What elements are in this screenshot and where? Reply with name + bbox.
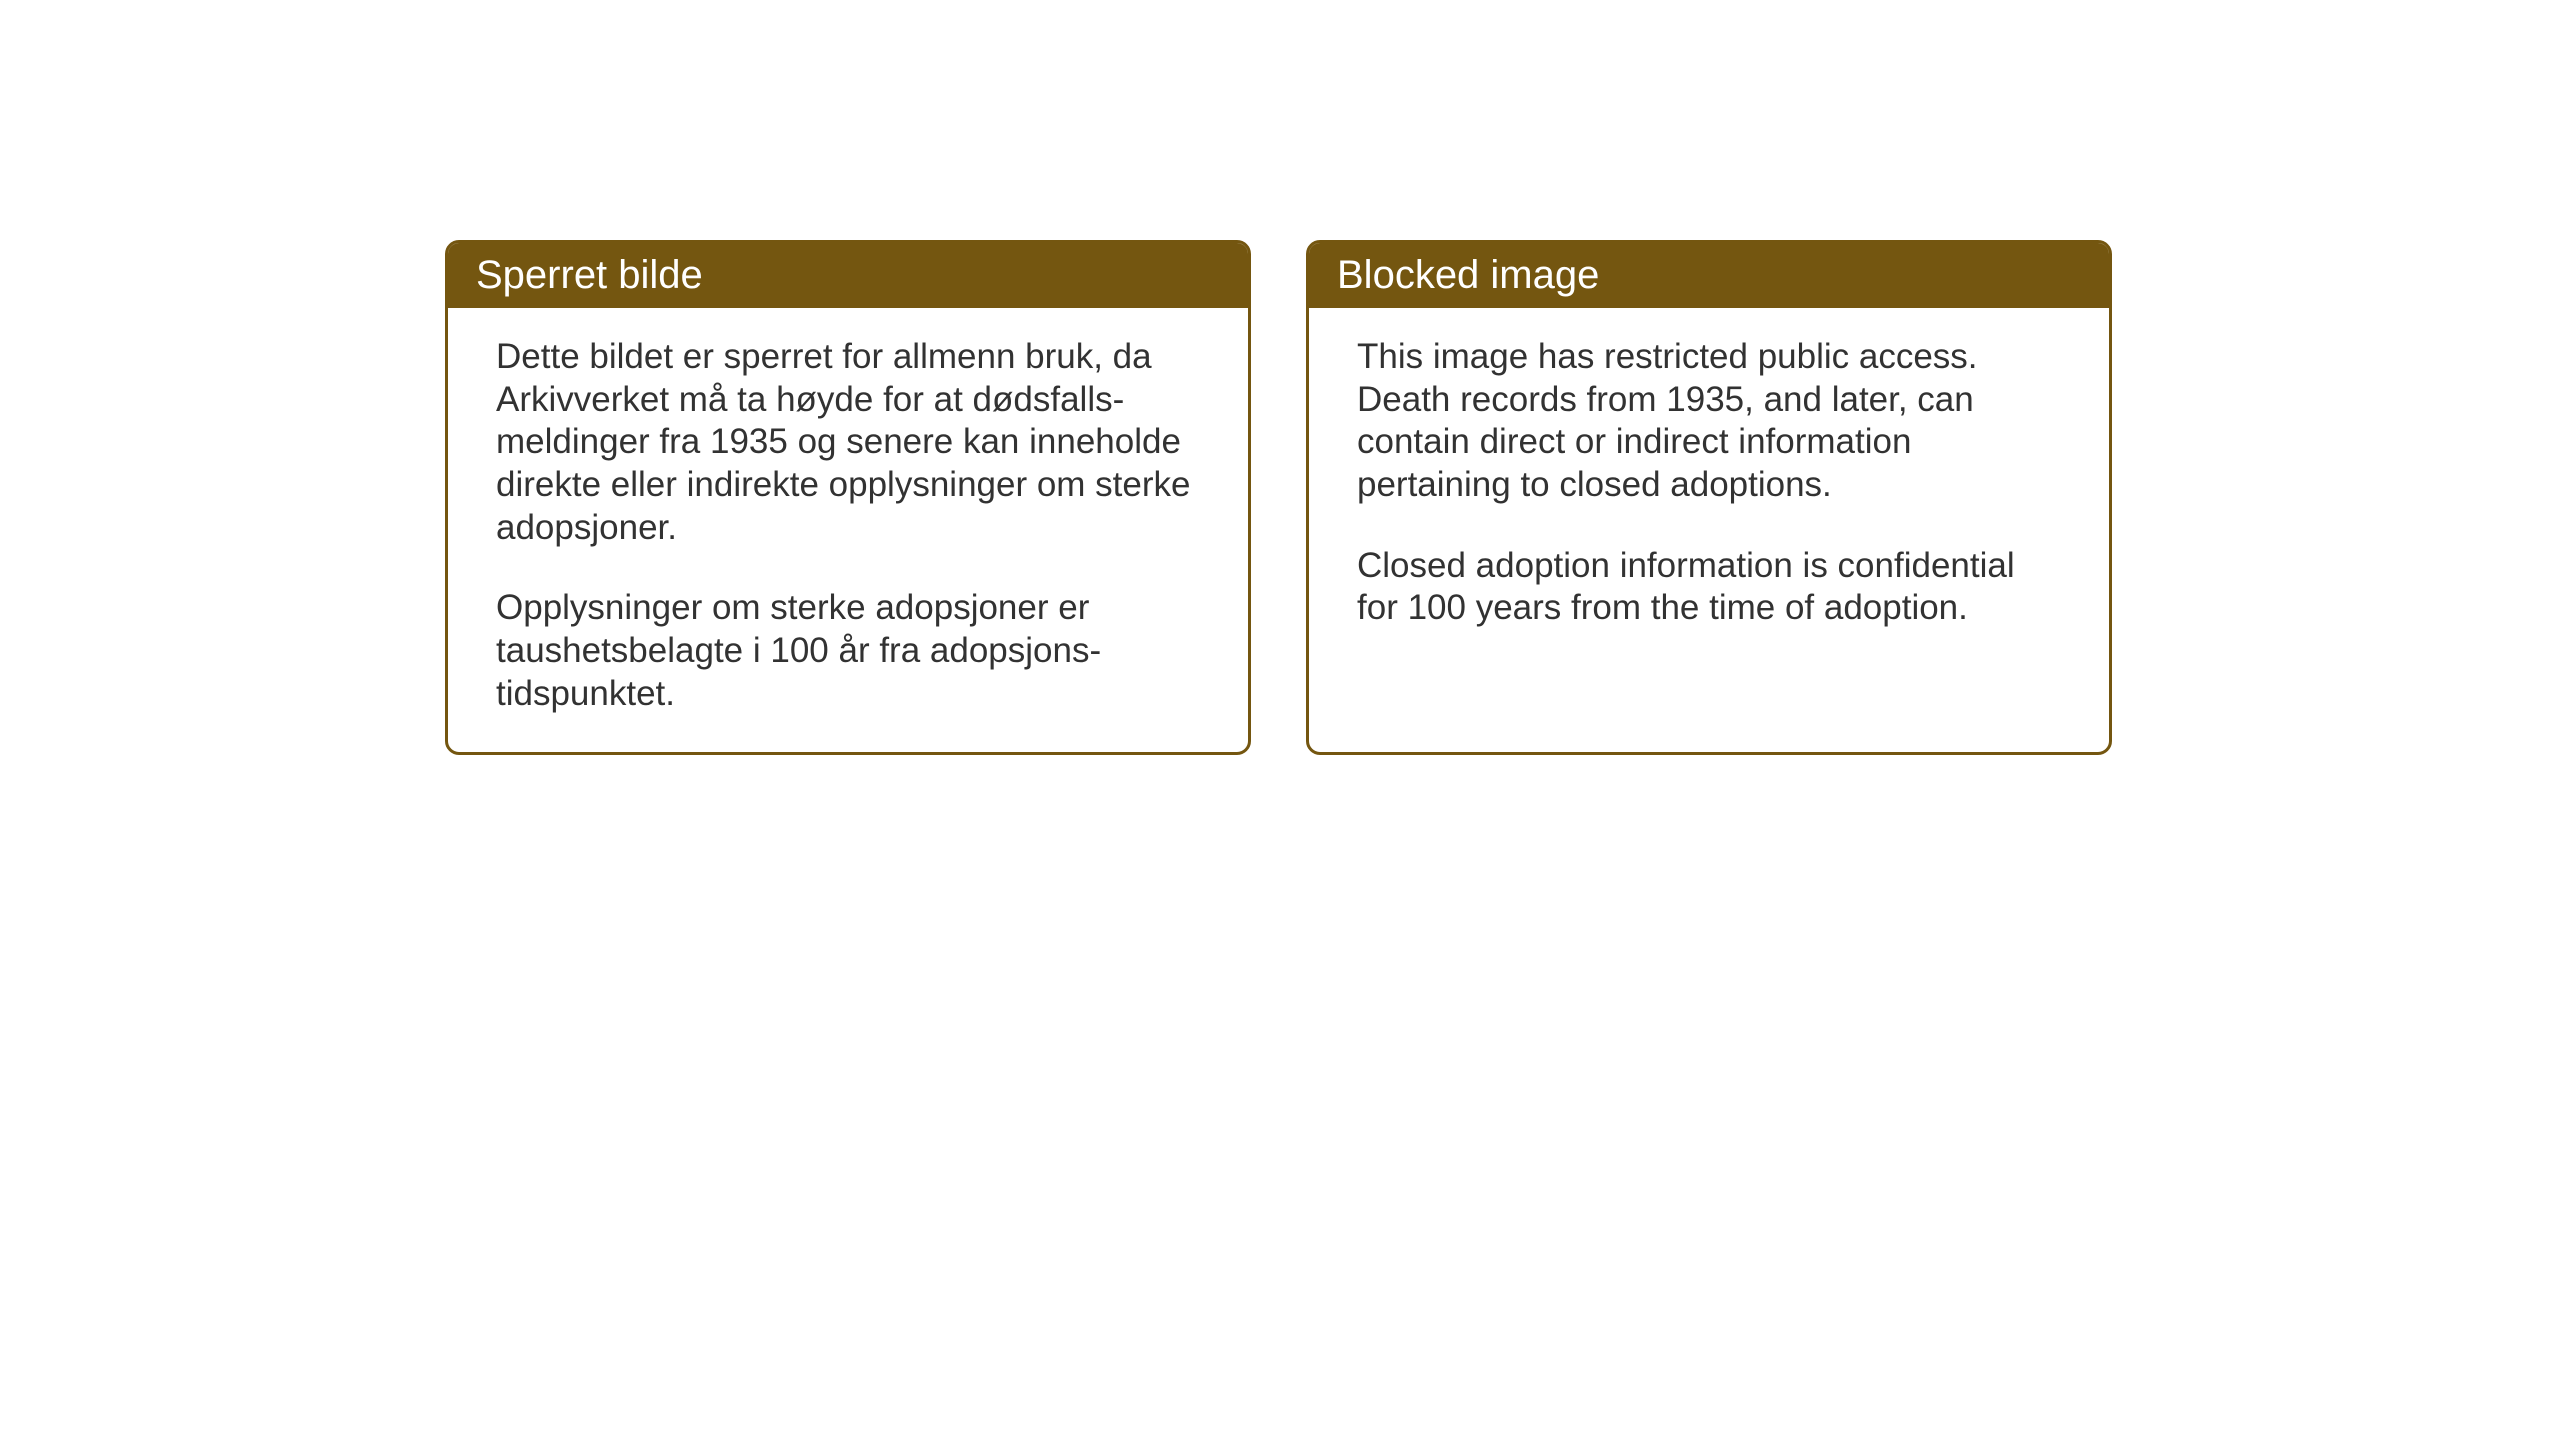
cards-container: Sperret bilde Dette bildet er sperret fo… (445, 240, 2112, 755)
norwegian-paragraph-1: Dette bildet er sperret for allmenn bruk… (496, 336, 1203, 549)
norwegian-paragraph-2: Opplysninger om sterke adopsjoner er tau… (496, 587, 1203, 715)
english-card-body: This image has restricted public access.… (1309, 308, 2109, 710)
english-card-title: Blocked image (1309, 243, 2109, 308)
english-card: Blocked image This image has restricted … (1306, 240, 2112, 755)
norwegian-card-body: Dette bildet er sperret for allmenn bruk… (448, 308, 1248, 752)
norwegian-card: Sperret bilde Dette bildet er sperret fo… (445, 240, 1251, 755)
norwegian-card-title: Sperret bilde (448, 243, 1248, 308)
english-paragraph-1: This image has restricted public access.… (1357, 336, 2064, 507)
english-paragraph-2: Closed adoption information is confident… (1357, 545, 2064, 630)
